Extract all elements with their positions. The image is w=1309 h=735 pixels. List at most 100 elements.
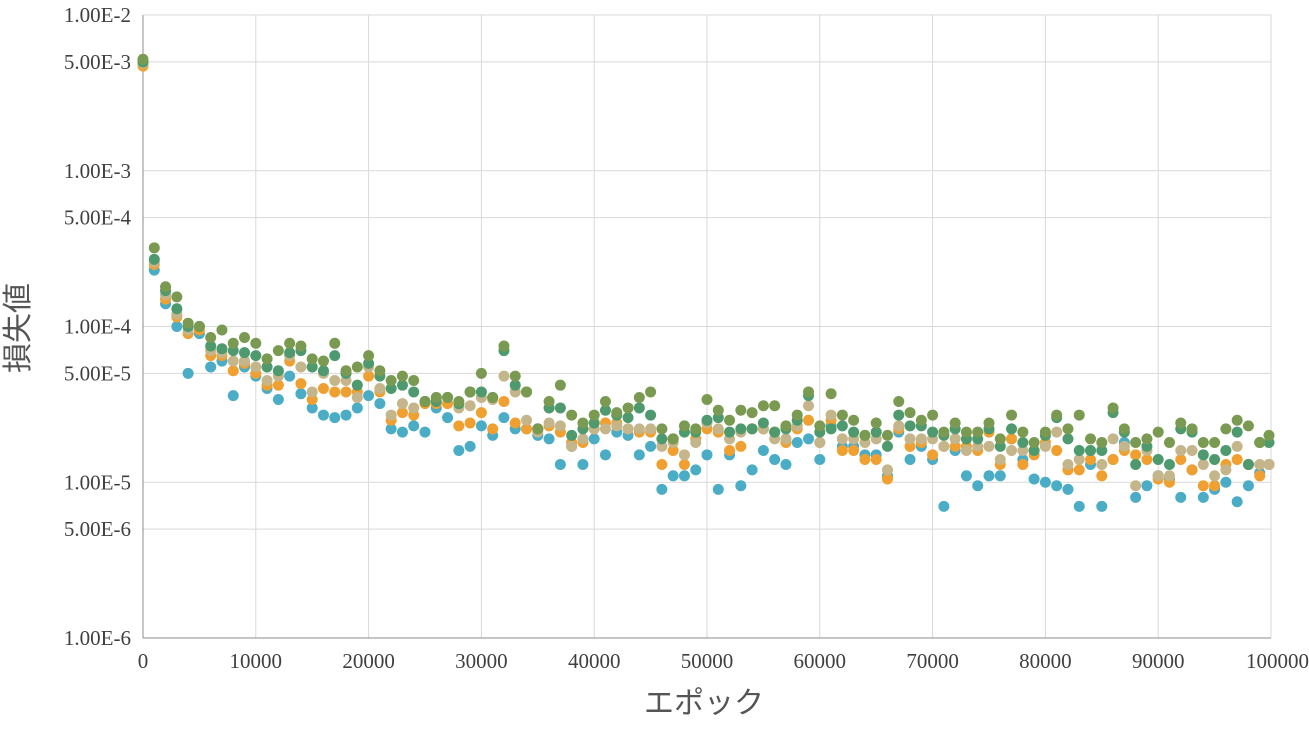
data-point	[825, 423, 837, 435]
data-point	[757, 444, 769, 456]
y-tick-label: 1.00E-2	[64, 3, 131, 27]
data-point	[1209, 436, 1221, 448]
data-point	[927, 449, 939, 461]
data-point	[1209, 480, 1221, 492]
data-point	[554, 459, 566, 471]
data-point	[1263, 429, 1275, 441]
x-tick-label: 0	[138, 649, 149, 673]
data-point	[261, 361, 273, 373]
data-point	[408, 402, 420, 414]
data-point	[464, 417, 476, 429]
data-point	[960, 444, 972, 456]
data-point	[1175, 453, 1187, 465]
data-point	[1085, 444, 1097, 456]
data-point	[543, 433, 555, 445]
data-point	[1242, 459, 1254, 471]
data-point	[1130, 449, 1142, 461]
data-point	[656, 459, 668, 471]
data-point	[148, 253, 160, 265]
data-point	[295, 340, 307, 352]
data-point	[182, 367, 194, 379]
y-tick-label: 5.00E-6	[64, 517, 131, 541]
data-point	[746, 407, 758, 419]
data-point	[1118, 440, 1130, 452]
data-point	[1152, 426, 1164, 438]
data-point	[148, 242, 160, 254]
data-point	[701, 414, 713, 426]
data-point	[396, 370, 408, 382]
data-point	[284, 347, 296, 359]
data-point	[442, 412, 454, 424]
data-point	[769, 426, 781, 438]
data-point	[994, 470, 1006, 482]
data-point	[803, 400, 815, 412]
series-5	[137, 53, 1275, 448]
data-point	[1186, 464, 1198, 476]
data-point	[408, 375, 420, 387]
data-point	[633, 423, 645, 435]
data-point	[363, 390, 375, 402]
series-3	[137, 57, 1275, 492]
data-point	[724, 444, 736, 456]
data-point	[272, 379, 284, 391]
data-point	[678, 470, 690, 482]
data-point	[419, 395, 431, 407]
data-point	[769, 453, 781, 465]
data-point	[1141, 480, 1153, 492]
y-tick-label: 1.00E-4	[64, 315, 132, 339]
data-point	[994, 440, 1006, 452]
data-point	[1231, 496, 1243, 508]
data-point	[1062, 459, 1074, 471]
data-point	[227, 355, 239, 367]
y-tick-labels: 1.00E-2 5.00E-3 1.00E-3 5.00E-4 1.00E-4 5.00E…	[64, 3, 132, 650]
data-point	[464, 386, 476, 398]
data-point	[599, 404, 611, 416]
data-point	[972, 426, 984, 438]
y-tick-label: 5.00E-5	[64, 361, 131, 385]
data-point	[724, 426, 736, 438]
data-point	[329, 386, 341, 398]
data-point	[1231, 414, 1243, 426]
data-point	[205, 361, 217, 373]
data-point	[543, 395, 555, 407]
data-point	[1062, 423, 1074, 435]
data-point	[949, 417, 961, 429]
data-point	[803, 386, 815, 398]
x-tick-label: 80000	[1019, 649, 1072, 673]
data-point	[363, 357, 375, 369]
data-point	[825, 388, 837, 400]
data-point	[408, 386, 420, 398]
data-point	[396, 379, 408, 391]
data-point	[633, 449, 645, 461]
data-point	[1186, 444, 1198, 456]
data-point	[1220, 444, 1232, 456]
data-point	[453, 420, 465, 432]
data-point	[453, 444, 465, 456]
data-point	[1197, 436, 1209, 448]
data-point	[329, 350, 341, 362]
data-point	[171, 303, 183, 315]
data-point	[622, 402, 634, 414]
data-point	[1118, 423, 1130, 435]
data-point	[306, 361, 318, 373]
data-point	[464, 440, 476, 452]
data-point	[1096, 500, 1108, 512]
data-point	[1073, 409, 1085, 421]
data-point	[475, 367, 487, 379]
data-point	[306, 386, 318, 398]
data-point	[1006, 433, 1018, 445]
data-point	[848, 444, 860, 456]
data-point	[690, 423, 702, 435]
data-point	[724, 414, 736, 426]
data-point	[836, 409, 848, 421]
data-point	[1006, 444, 1018, 456]
data-point	[1130, 459, 1142, 471]
x-tick-label: 20000	[342, 649, 395, 673]
data-point	[250, 350, 262, 362]
data-point	[645, 440, 657, 452]
data-point	[532, 423, 544, 435]
data-point	[340, 409, 352, 421]
data-point	[960, 470, 972, 482]
data-point	[1039, 440, 1051, 452]
data-point	[261, 375, 273, 387]
